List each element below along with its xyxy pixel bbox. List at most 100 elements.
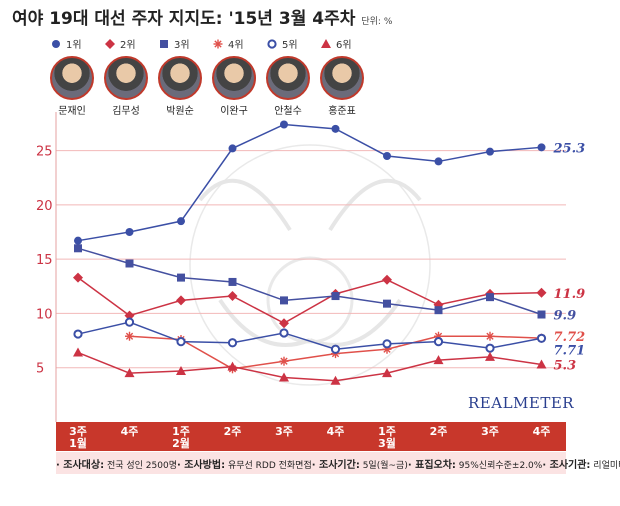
legend-item: 2위: [104, 36, 136, 51]
data-point: [227, 291, 238, 302]
candidate-name: 김무성: [112, 106, 140, 117]
end-value-label: 7.71: [554, 343, 586, 358]
data-point: [228, 277, 237, 286]
series-line: [77, 123, 542, 242]
footer-value: 전국 성인 2500명: [104, 460, 177, 471]
y-tick-label: 25: [36, 145, 53, 160]
candidate-name: 홍준표: [328, 106, 356, 117]
footer-key: · 조사방법:: [176, 459, 226, 471]
data-point: [73, 329, 83, 339]
legend-item: 4위: [212, 36, 244, 51]
candidate-card: 박원순: [154, 56, 206, 117]
candidate-card: 홍준표: [316, 56, 368, 117]
data-point: [279, 328, 289, 338]
candidate-photo: [158, 56, 202, 100]
candidate-photo: [104, 56, 148, 100]
footer-value: 리얼미터: [593, 460, 620, 471]
data-point: [176, 337, 186, 347]
data-point: [434, 157, 443, 166]
y-tick-label: 10: [36, 307, 53, 322]
candidate-card: 이완구: [208, 56, 260, 117]
legend-marker: [105, 39, 115, 49]
data-point: [176, 365, 186, 375]
data-point: [124, 310, 135, 321]
data-point: [125, 259, 134, 268]
candidate-photo: [50, 56, 94, 100]
x-tick-label: 4주: [121, 425, 139, 438]
footer-item: · 조사방법: 유무선 RDD 전화면접: [177, 456, 312, 471]
data-point: [331, 124, 340, 133]
end-value-label: 11.9: [554, 287, 586, 302]
footer-key: · 표집오차:: [407, 459, 456, 471]
x-tick-label: 4주: [533, 425, 551, 438]
footer-item: · 조사대상: 전국 성인 2500명: [56, 456, 177, 471]
data-point: [74, 236, 82, 245]
data-point: [485, 331, 495, 341]
x-tick-label: 3주: [275, 425, 293, 438]
data-point: [177, 273, 185, 282]
x-tick-label: 2월: [172, 436, 190, 450]
series-5위: 7.71: [73, 317, 586, 358]
data-point: [279, 372, 289, 382]
x-tick-label: 1월: [69, 436, 87, 450]
data-point: [125, 228, 134, 236]
series-4위: 7.72: [125, 330, 586, 374]
legend-item: 6위: [320, 36, 352, 51]
x-axis-band: [56, 422, 566, 451]
candidate-photo: [212, 56, 256, 100]
data-point: [382, 368, 392, 378]
footer-value: 5일(월~금): [359, 460, 408, 471]
footer-item: · 조사기간: 5일(월~금): [312, 456, 408, 471]
data-point: [228, 144, 237, 153]
data-point: [434, 306, 443, 315]
chart-title: 여야 19대 대선 주자 지지도: '15년 3월 4주차 단위: %: [12, 4, 392, 29]
y-tick-label: 15: [36, 253, 53, 268]
brand-logo: REALMETER: [468, 394, 575, 412]
data-point: [227, 361, 238, 371]
series-line: [77, 247, 542, 316]
data-point: [331, 292, 340, 301]
legend-marker: [267, 39, 277, 49]
background-emblem: [189, 144, 431, 386]
legend-marker: [213, 39, 223, 49]
data-point: [330, 375, 341, 385]
data-point: [537, 143, 546, 152]
data-point: [74, 244, 82, 253]
data-point: [433, 337, 444, 347]
series-3위: 9.9: [74, 244, 577, 324]
data-point: [177, 217, 185, 226]
series-2위: 11.9: [73, 272, 586, 329]
series-line: [77, 351, 542, 382]
data-point: [176, 295, 186, 306]
footer-key: · 조사기간:: [311, 459, 360, 471]
series-6위: 5.3: [73, 347, 576, 385]
data-point: [330, 344, 341, 354]
x-tick-label: 3주: [481, 425, 499, 438]
legend-label: 5위: [282, 40, 298, 51]
x-tick-label: 4주: [327, 425, 345, 438]
data-point: [485, 343, 495, 353]
end-value-label: 9.9: [554, 309, 577, 324]
series-1위: 25.3: [74, 120, 585, 245]
legend-item: 5위: [266, 36, 298, 51]
data-point: [279, 318, 289, 329]
data-point: [382, 274, 392, 285]
survey-footer: · 조사대상: 전국 성인 2500명 · 조사방법: 유무선 RDD 전화면접 ·…: [56, 452, 620, 474]
y-tick-label: 20: [36, 199, 53, 214]
legend-label: 3위: [174, 40, 190, 51]
unit-label: 단위: %: [361, 17, 393, 27]
data-point: [486, 147, 494, 156]
data-point: [125, 331, 134, 341]
x-tick-label: 3주: [69, 425, 87, 438]
footer-key: · 조사대상:: [56, 459, 105, 471]
end-value-label: 7.72: [554, 330, 586, 345]
data-point: [382, 339, 392, 349]
title-text: 여야 19대 대선 주자 지지도: '15년 3월 4주차: [12, 9, 356, 29]
candidate-photos: 문재인 김무성 박원순 이완구 안철수 홍준표: [46, 56, 376, 117]
data-point: [537, 310, 546, 319]
x-tick-label: 1주: [172, 425, 190, 438]
candidate-card: 안철수: [262, 56, 314, 117]
data-point: [433, 355, 444, 365]
legend-item: 1위: [50, 36, 82, 51]
legend: 1위 2위 3위 4위 5위 6위: [50, 36, 370, 51]
